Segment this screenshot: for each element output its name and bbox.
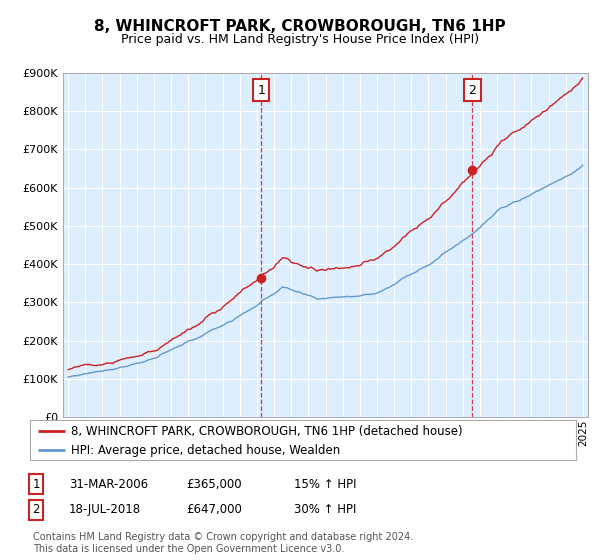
Text: 1: 1 bbox=[257, 83, 265, 96]
Text: HPI: Average price, detached house, Wealden: HPI: Average price, detached house, Weal… bbox=[71, 444, 340, 457]
Text: £365,000: £365,000 bbox=[186, 478, 242, 491]
Text: Contains HM Land Registry data © Crown copyright and database right 2024.
This d: Contains HM Land Registry data © Crown c… bbox=[33, 533, 413, 554]
Text: 2: 2 bbox=[468, 83, 476, 96]
Text: 31-MAR-2006: 31-MAR-2006 bbox=[69, 478, 148, 491]
Text: 1: 1 bbox=[32, 478, 40, 491]
Text: £647,000: £647,000 bbox=[186, 503, 242, 516]
Text: 30% ↑ HPI: 30% ↑ HPI bbox=[294, 503, 356, 516]
Text: 8, WHINCROFT PARK, CROWBOROUGH, TN6 1HP (detached house): 8, WHINCROFT PARK, CROWBOROUGH, TN6 1HP … bbox=[71, 425, 463, 438]
Text: Price paid vs. HM Land Registry's House Price Index (HPI): Price paid vs. HM Land Registry's House … bbox=[121, 32, 479, 46]
Text: 15% ↑ HPI: 15% ↑ HPI bbox=[294, 478, 356, 491]
Text: 8, WHINCROFT PARK, CROWBOROUGH, TN6 1HP: 8, WHINCROFT PARK, CROWBOROUGH, TN6 1HP bbox=[94, 20, 506, 34]
Text: 18-JUL-2018: 18-JUL-2018 bbox=[69, 503, 141, 516]
Text: 2: 2 bbox=[32, 503, 40, 516]
